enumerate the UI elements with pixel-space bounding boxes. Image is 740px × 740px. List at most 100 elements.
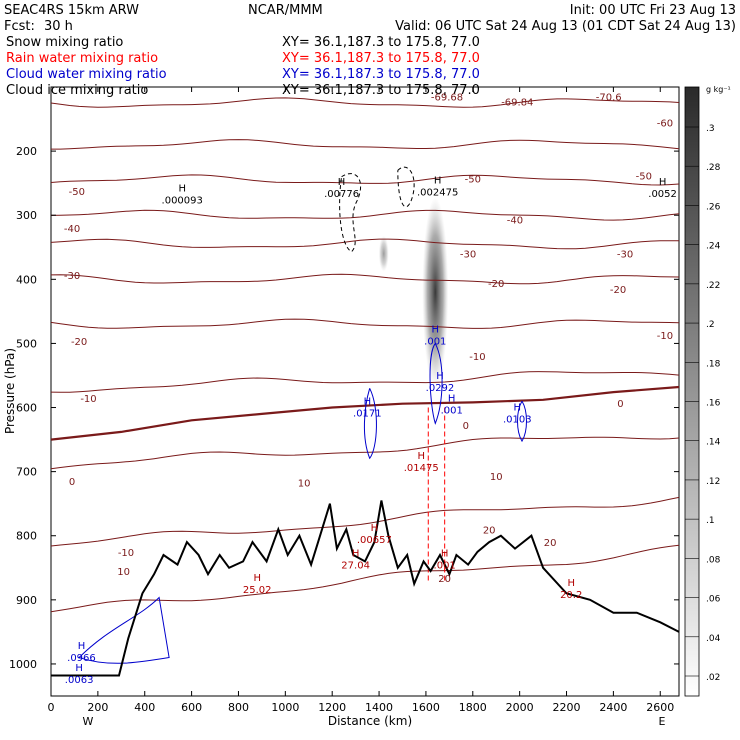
colorbar-ramp (684, 86, 700, 697)
temperature-contour (50, 273, 680, 285)
temperature-contour-label: 20 (483, 525, 496, 536)
snow-shading (378, 197, 449, 388)
max-label: .0966 (67, 653, 96, 664)
y-tick-label: 700 (16, 466, 37, 479)
field-name: Snow mixing ratio (6, 35, 123, 50)
max-label: .0292 (426, 383, 455, 394)
colorbar-label: .02 (706, 673, 720, 683)
max-label: .002475 (417, 188, 458, 199)
y-tick-label: 200 (16, 145, 37, 158)
temperature-contour-label: -40 (64, 224, 80, 235)
cloud-ice-contour (397, 166, 415, 208)
temperature-contour-label: -30 (460, 250, 476, 261)
temperature-contour-label: 10 (298, 479, 311, 490)
terrain-line (51, 500, 680, 677)
x-axis-label: Distance (km) (328, 714, 412, 728)
max-marker: H (364, 397, 372, 408)
max-label: .0171 (353, 409, 382, 420)
max-label: .000093 (162, 195, 203, 206)
temperature-contour-label: -30 (617, 250, 633, 261)
max-marker: H (659, 177, 667, 188)
temperature-contour-label: -60 (657, 118, 673, 129)
max-label: .00776 (324, 189, 359, 200)
colorbar-label: .14 (706, 438, 721, 448)
temperature-contour-label: 20 (438, 574, 451, 585)
temperature-contour (50, 209, 680, 221)
x-axis: 0 200 400 600 800 1000 1200 1400 1600 1800 2000 220… (48, 87, 674, 714)
temperature-contour-label: 10 (117, 567, 130, 578)
temperature-contour-label: -10 (657, 331, 673, 342)
colorbar-label: .3 (706, 124, 715, 134)
cloud-ice-contour (339, 173, 362, 253)
max-marker: H (352, 549, 360, 560)
x-tick-label: 800 (228, 701, 249, 714)
temperature-contour (50, 436, 680, 470)
y-axis-label: Pressure (hPa) (3, 348, 17, 434)
y-tick-label: 500 (16, 337, 37, 350)
y-tick-label: 400 (16, 273, 37, 286)
temperature-contour-label: -20 (610, 285, 626, 296)
temperature-contour (51, 139, 680, 150)
plot-frame (50, 86, 680, 697)
cloud-water-contour (429, 343, 443, 425)
temperature-contour-label: -69.84 (501, 98, 533, 109)
max-label: .001 (434, 561, 456, 572)
x-tick-label: 1800 (459, 701, 487, 714)
temperature-contour-label: 0 (463, 421, 469, 432)
x-tick-label: 400 (134, 701, 155, 714)
snow-core (422, 197, 449, 388)
colorbar-label: .12 (706, 477, 720, 487)
field-xy: XY= 36.1,187.3 to 175.8, 77.0 (282, 67, 480, 82)
y-tick-label: 1000 (9, 658, 37, 671)
max-label: .01475 (404, 463, 439, 474)
snow-patch (378, 235, 389, 272)
colorbar-label: .06 (706, 595, 721, 605)
max-marker: H (434, 176, 442, 187)
cloud-water-contour (78, 596, 170, 664)
max-marker: H (371, 523, 379, 534)
org-title: NCAR/MMM (248, 3, 323, 18)
zero-isotherm (50, 385, 680, 441)
y-tick-label: 900 (16, 594, 37, 607)
max-marker: H (178, 183, 186, 194)
temperature-contour-label: -70.6 (596, 93, 622, 104)
x-tick-label: 1400 (365, 701, 393, 714)
temperature-contour-labels: -69.68 -69.84 -70.6 -60 -50 -50 -50 -40 -40 -30 -3… (64, 93, 673, 585)
mixing-ratio-contours (78, 166, 527, 664)
temperature-contour-label: 20 (544, 538, 557, 549)
terrain-profile (51, 500, 680, 677)
max-marker: H (441, 549, 449, 560)
x-tick-label: 2400 (599, 701, 627, 714)
max-marker: H (567, 578, 575, 589)
x-tick-label: 1000 (271, 701, 299, 714)
colorbar-label: .2 (706, 320, 715, 330)
max-marker: H (448, 394, 456, 405)
temperature-contour (50, 544, 680, 613)
temperature-contour-label: 0 (69, 477, 75, 488)
y-tick-label: 800 (16, 530, 37, 543)
max-label: .00657 (357, 535, 392, 546)
max-label: 20.2 (560, 590, 582, 601)
max-label: .001 (424, 336, 446, 347)
x-axis-left-end: W (83, 715, 94, 728)
maxima-labels: H.000093H.00776H.002475H.0052H.001H.0292… (65, 176, 677, 686)
temperature-contour-label: 0 (617, 399, 623, 410)
x-tick-label: 0 (48, 701, 55, 714)
x-tick-label: 600 (181, 701, 202, 714)
temperature-contour (50, 496, 680, 547)
max-marker: H (436, 371, 444, 382)
valid-time: Valid: 06 UTC Sat 24 Aug 13 (01 CDT Sat … (395, 19, 736, 34)
y-tick-label: 600 (16, 402, 37, 415)
max-marker: H (338, 177, 346, 188)
field-name: Cloud water mixing ratio (6, 67, 167, 82)
x-tick-label: 1600 (412, 701, 440, 714)
temperature-contour-label: 10 (490, 472, 503, 483)
max-label: .0052 (648, 189, 677, 200)
x-tick-label: 2000 (506, 701, 534, 714)
max-marker: H (75, 663, 83, 674)
max-marker: H (514, 403, 522, 414)
fcst-label: Fcst: (4, 19, 35, 34)
model-title: SEAC4RS 15km ARW (4, 3, 139, 18)
